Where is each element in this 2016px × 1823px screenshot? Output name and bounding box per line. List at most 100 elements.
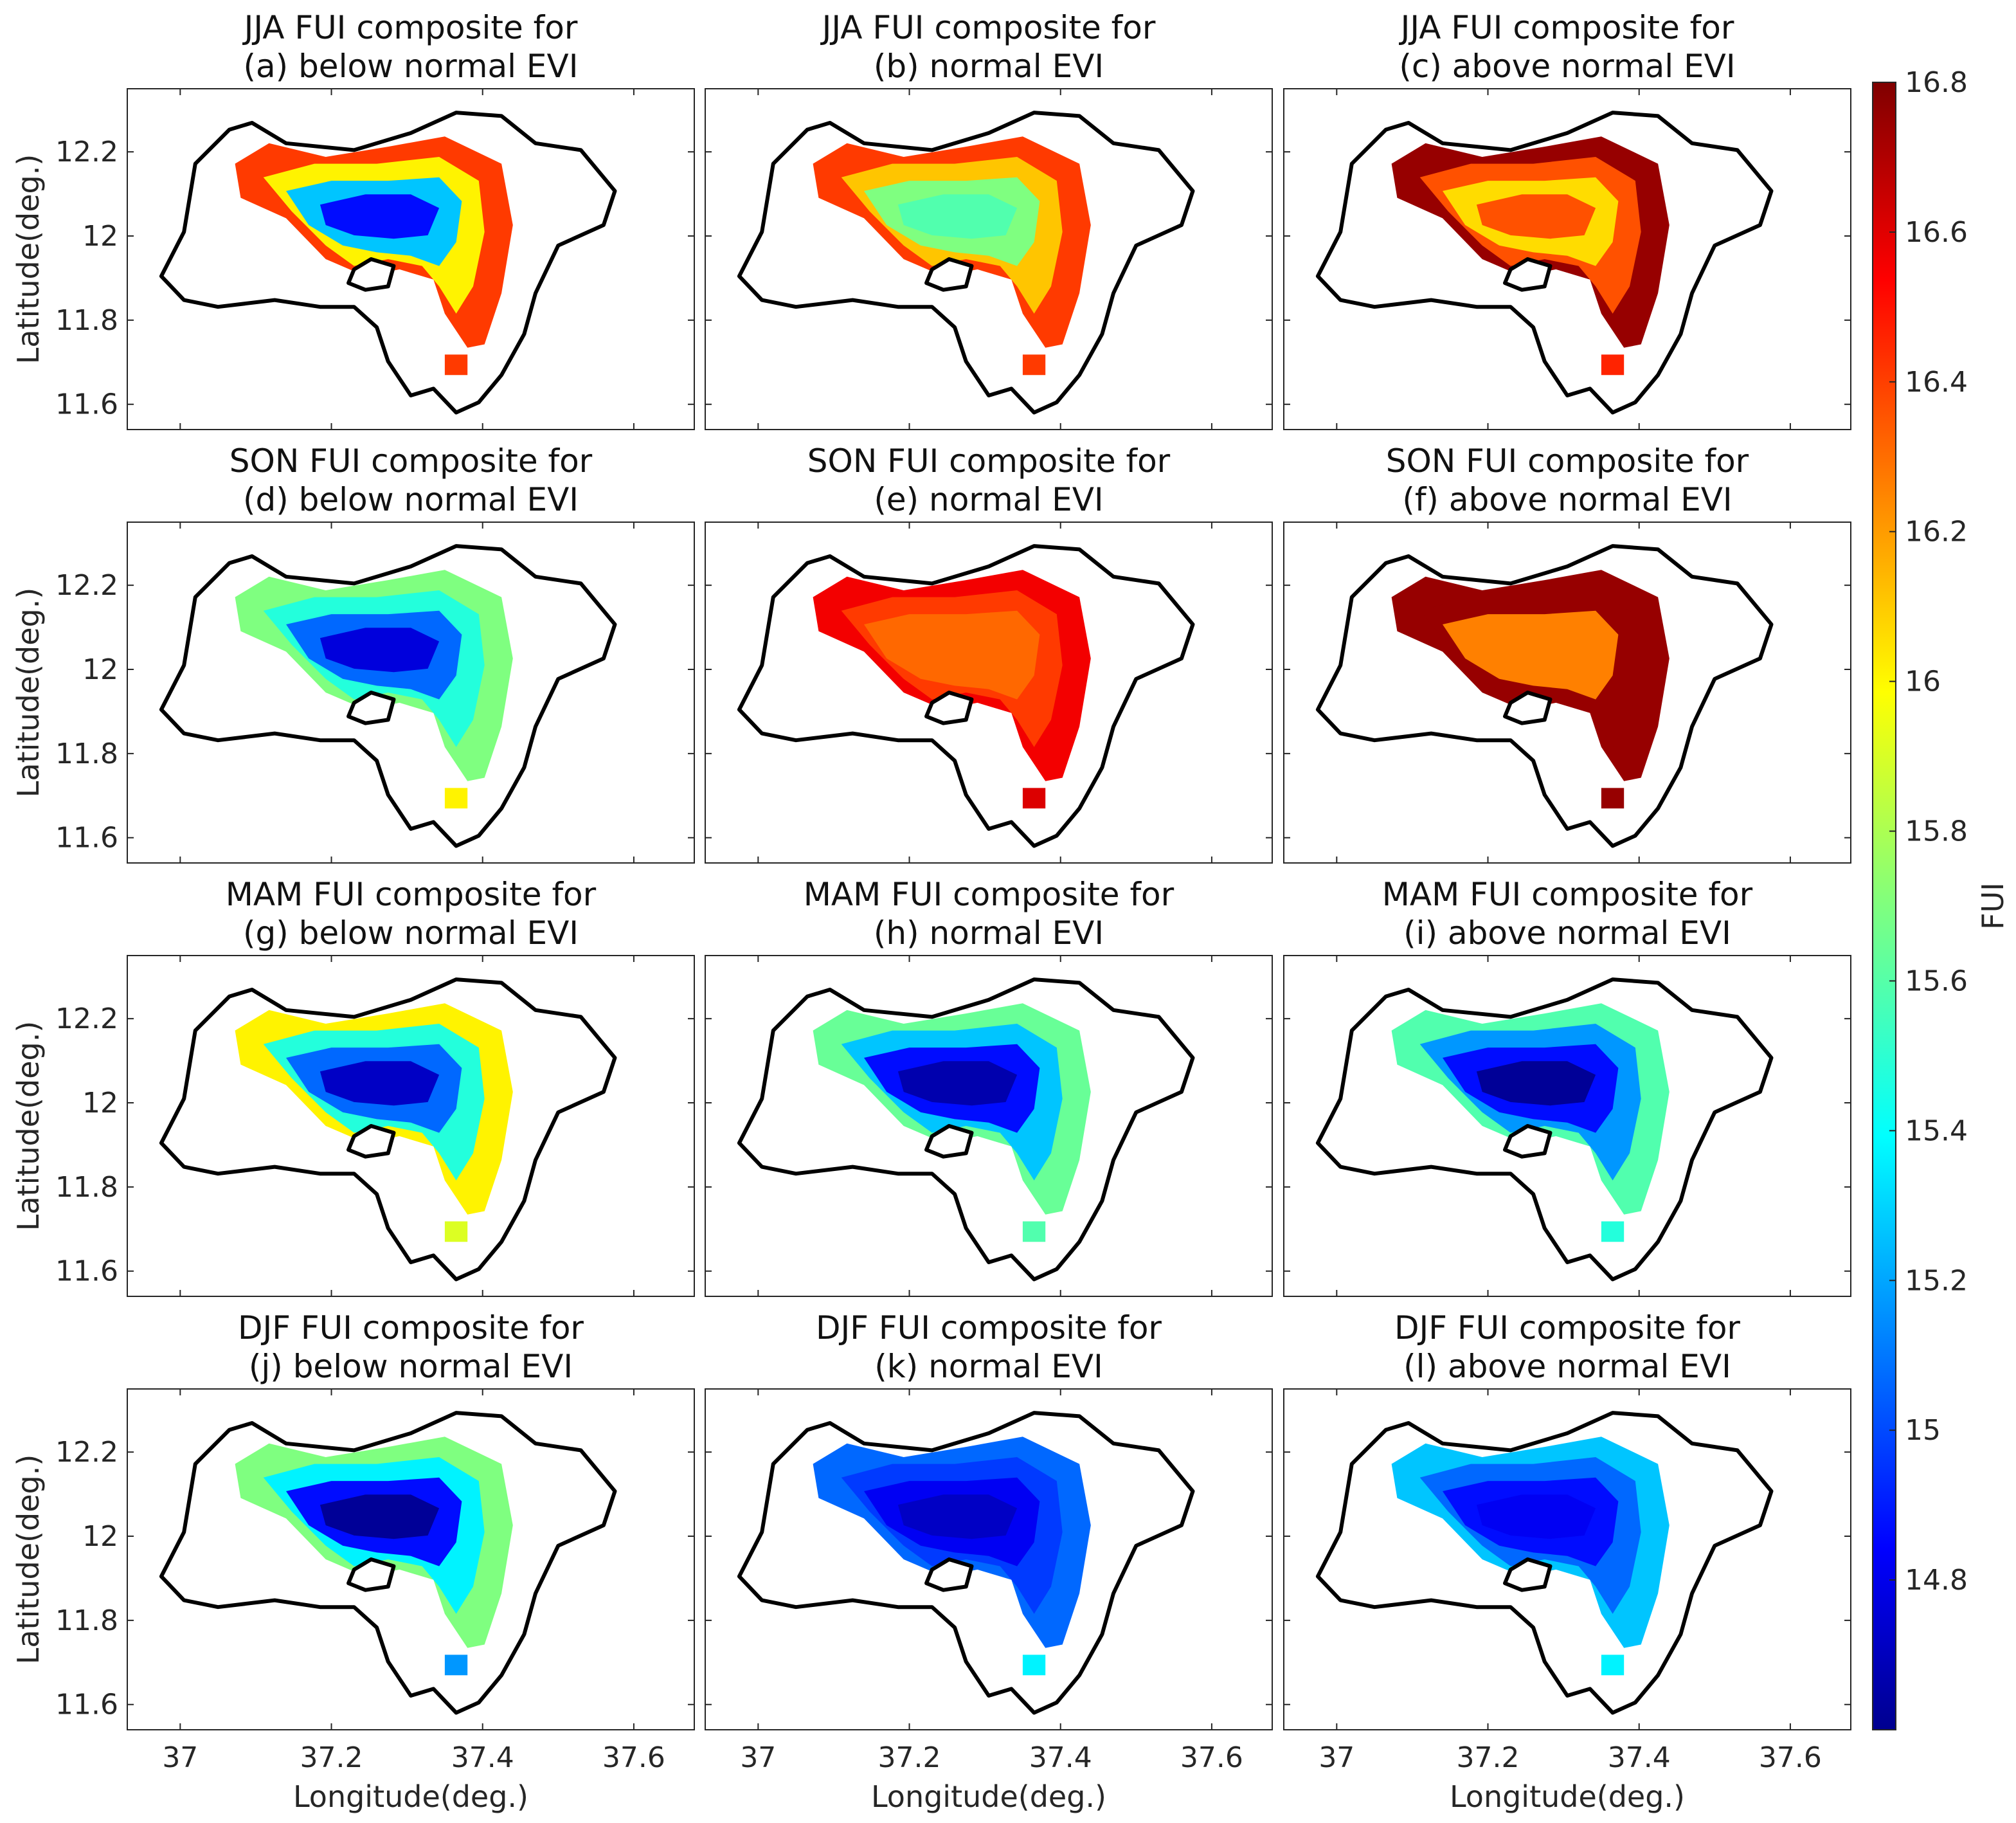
axes-frame (127, 955, 695, 1297)
axes-frame (1283, 955, 1851, 1297)
island-outline (346, 257, 396, 292)
lake-boundary (1315, 1411, 1774, 1715)
panel-title-line2: (a) below normal EVI (244, 48, 579, 85)
island-outline (1503, 1124, 1553, 1159)
fui-zone-south (1022, 1655, 1046, 1676)
axes-frame (1283, 522, 1851, 864)
x-axis-label: Longitude(deg.) (1450, 1779, 1685, 1814)
axes-frame (1283, 88, 1851, 430)
y-axis-label: Latitude(deg.) (11, 1455, 46, 1665)
colorbar-tick-label: 16.6 (1905, 216, 1968, 249)
panel-e: SON FUI composite for(e) normal EVI (705, 442, 1273, 864)
fui-zone-south (1601, 1655, 1625, 1676)
x-tick-label: 37.4 (1029, 1741, 1092, 1774)
fui-zone-south (1022, 354, 1046, 376)
lake-boundary (1315, 111, 1774, 415)
lake-boundary (737, 977, 1195, 1282)
fui-zone-south (444, 354, 468, 376)
colorbar-bar (1872, 82, 1896, 1730)
axes-frame (127, 88, 695, 430)
axes-frame (705, 88, 1273, 430)
fui-zone-south (1601, 1221, 1625, 1242)
x-axis-label: Longitude(deg.) (293, 1779, 528, 1814)
panel-title-line2: (j) below normal EVI (249, 1348, 573, 1385)
panel-j: DJF FUI composite for(j) below normal EV… (11, 1309, 695, 1814)
y-tick-label: 12.2 (55, 569, 118, 602)
panel-title-line2: (l) above normal EVI (1403, 1348, 1731, 1385)
lake-boundary (737, 111, 1195, 415)
lake-boundary (1315, 977, 1774, 1282)
fui-zone-core (1476, 628, 1596, 673)
x-tick-label: 37.6 (602, 1741, 665, 1774)
fui-zone-core (1476, 1494, 1596, 1539)
fui-zone-core (320, 628, 440, 673)
panel-h: MAM FUI composite for(h) normal EVI (705, 876, 1273, 1297)
x-tick-label: 37 (1318, 1741, 1354, 1774)
x-tick-label: 37.2 (878, 1741, 941, 1774)
colorbar-tick-label: 15.4 (1905, 1114, 1968, 1147)
panel-g: MAM FUI composite for(g) below normal EV… (11, 876, 695, 1297)
island-outline (346, 1557, 396, 1592)
colorbar-tick-label: 14.8 (1905, 1564, 1968, 1597)
lake-boundary (159, 111, 617, 415)
panel-title-line1: JJA FUI composite for (1399, 9, 1734, 46)
panel-f: SON FUI composite for(f) above normal EV… (1283, 442, 1851, 864)
y-tick-label: 12.2 (55, 1436, 118, 1469)
y-axis-label: Latitude(deg.) (11, 154, 46, 365)
y-tick-label: 12 (82, 1087, 118, 1120)
panel-title-line2: (b) normal EVI (874, 48, 1104, 85)
panel-l: DJF FUI composite for(l) above normal EV… (1283, 1309, 1851, 1814)
fui-zone-south (444, 788, 468, 809)
island-outline (346, 1124, 396, 1159)
fui-zone-core (320, 194, 440, 239)
fui-zone-core (897, 1494, 1018, 1539)
y-tick-label: 11.6 (55, 388, 118, 421)
colorbar-tick-label: 16.2 (1905, 516, 1968, 549)
x-axis-label: Longitude(deg.) (871, 1779, 1106, 1814)
panel-title-line2: (e) normal EVI (874, 481, 1103, 518)
y-tick-label: 11.8 (55, 738, 118, 770)
x-tick-label: 37.4 (1608, 1741, 1671, 1774)
y-tick-label: 12 (82, 220, 118, 253)
fui-zone-south (1022, 788, 1046, 809)
panel-title-line2: (g) below normal EVI (243, 914, 579, 952)
island-outline (1503, 257, 1553, 292)
lake-boundary (737, 1411, 1195, 1715)
y-tick-label: 11.6 (55, 1689, 118, 1721)
panel-a: JJA FUI composite for(a) below normal EV… (11, 9, 695, 430)
panel-title-line1: MAM FUI composite for (804, 876, 1174, 913)
panel-title-line2: (h) normal EVI (874, 914, 1104, 952)
panel-b: JJA FUI composite for(b) normal EVI (705, 9, 1273, 430)
axes-frame (705, 955, 1273, 1297)
fui-zone-core (897, 1061, 1018, 1106)
fui-zone-south (1601, 788, 1625, 809)
panel-title-line2: (d) below normal EVI (243, 481, 579, 518)
colorbar-label: FUI (1976, 882, 2010, 930)
fui-zone-south (444, 1655, 468, 1676)
island-outline (1503, 691, 1553, 725)
fui-zone-core (320, 1061, 440, 1106)
y-tick-label: 11.6 (55, 1255, 118, 1288)
island-outline (924, 257, 974, 292)
y-tick-label: 12.2 (55, 1002, 118, 1035)
y-tick-label: 11.8 (55, 1171, 118, 1204)
colorbar-tick-label: 16.8 (1905, 66, 1968, 99)
x-tick-label: 37 (162, 1741, 198, 1774)
y-axis-label: Latitude(deg.) (11, 1021, 46, 1231)
panel-title-line1: DJF FUI composite for (1394, 1309, 1740, 1347)
colorbar-tick-label: 16.4 (1905, 366, 1968, 399)
panel-title-line2: (c) above normal EVI (1399, 48, 1735, 85)
y-tick-label: 11.8 (55, 304, 118, 337)
lake-boundary (1315, 544, 1774, 848)
panel-title-line1: SON FUI composite for (230, 442, 593, 480)
x-tick-label: 37.2 (300, 1741, 363, 1774)
panel-title-line2: (f) above normal EVI (1402, 481, 1732, 518)
fui-zone-core (897, 628, 1018, 673)
panel-title-line1: DJF FUI composite for (238, 1309, 584, 1347)
colorbar-tick-label: 16 (1905, 666, 1941, 698)
axes-frame (127, 1388, 695, 1730)
axes-frame (127, 522, 695, 864)
lake-boundary (159, 544, 617, 848)
axes-frame (705, 1388, 1273, 1730)
